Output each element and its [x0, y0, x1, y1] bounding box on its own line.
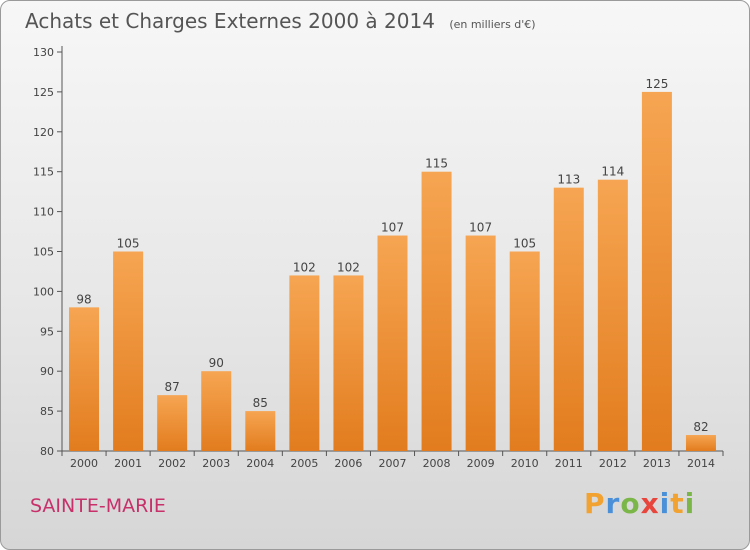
- data-label-2004: 85: [253, 396, 268, 410]
- data-label-2003: 90: [209, 356, 224, 370]
- data-label-2002: 87: [165, 380, 180, 394]
- x-tick-label-2008: 2008: [423, 457, 451, 470]
- bar-2002: [157, 395, 188, 451]
- bar-2011: [553, 187, 584, 451]
- logo-letter: x: [640, 487, 660, 520]
- logo-letter: i: [659, 487, 671, 520]
- bar-2006: [333, 275, 364, 451]
- x-tick-label-2010: 2010: [511, 457, 539, 470]
- data-label-2005: 102: [293, 260, 316, 274]
- data-labels: 98 105 87 90 85 102 102 107 115 107 105 113 114 125 82: [76, 77, 708, 434]
- logo-letter: P: [584, 487, 606, 520]
- x-tick-label-2002: 2002: [158, 457, 186, 470]
- y-axis: 80 85 90 95 100 105 110 115 120 125 130: [33, 46, 63, 458]
- bar-2014: [685, 435, 716, 451]
- x-tick-label-2009: 2009: [467, 457, 495, 470]
- bar-2007: [377, 235, 408, 451]
- y-tick-label: 90: [40, 365, 54, 378]
- y-tick-label: 80: [40, 445, 54, 458]
- logo-letter: i: [684, 487, 696, 520]
- data-label-2011: 113: [557, 173, 580, 187]
- x-tick-label-2013: 2013: [643, 457, 671, 470]
- bar-2012: [597, 179, 628, 451]
- data-label-2008: 115: [425, 157, 448, 171]
- y-tick-label: 115: [33, 166, 54, 179]
- data-label-2006: 102: [337, 260, 360, 274]
- data-label-2001: 105: [117, 237, 140, 251]
- bar-2001: [113, 251, 144, 451]
- bar-2004: [245, 411, 276, 451]
- chart-title-text: Achats et Charges Externes 2000 à 2014: [25, 9, 435, 33]
- x-tick-label-2003: 2003: [202, 457, 230, 470]
- y-tick-label: 100: [33, 285, 54, 298]
- y-tick-label: 120: [33, 126, 54, 139]
- bar-2008: [421, 171, 452, 451]
- y-tick-label: 110: [33, 206, 54, 219]
- y-tick-label: 95: [40, 325, 54, 338]
- x-tick-label-2011: 2011: [555, 457, 583, 470]
- x-tick-label-2012: 2012: [599, 457, 627, 470]
- logo-letter: r: [605, 487, 621, 520]
- x-tick-label-2000: 2000: [70, 457, 98, 470]
- bar-2003: [201, 371, 232, 451]
- data-label-2012: 114: [601, 165, 624, 179]
- data-label-2009: 107: [469, 221, 492, 235]
- x-tick-label-2001: 2001: [114, 457, 142, 470]
- x-tick-label-2014: 2014: [687, 457, 715, 470]
- x-tick-label-2005: 2005: [290, 457, 318, 470]
- data-label-2010: 105: [513, 237, 536, 251]
- x-axis: 2000 2001 2002 2003 2004 2005 2006 2007 2008 2009…: [61, 450, 724, 470]
- bars: [69, 91, 716, 452]
- data-label-2007: 107: [381, 221, 404, 235]
- proxiti-logo[interactable]: Proxiti: [584, 487, 695, 520]
- data-label-2013: 125: [645, 77, 668, 91]
- bar-2005: [289, 275, 320, 451]
- bar-2010: [509, 251, 540, 451]
- y-tick-label: 85: [40, 405, 54, 418]
- y-tick-label: 130: [33, 46, 54, 59]
- data-label-2000: 98: [76, 292, 91, 306]
- bar-2009: [465, 235, 496, 451]
- chart-title: Achats et Charges Externes 2000 à 2014 (…: [25, 9, 536, 33]
- logo-letter: o: [620, 487, 641, 520]
- data-label-2014: 82: [693, 420, 708, 434]
- place-name: SAINTE-MARIE: [30, 495, 166, 517]
- chart-unit: (en milliers d'€): [449, 18, 536, 31]
- x-tick-label-2007: 2007: [379, 457, 407, 470]
- bar-2000: [69, 307, 100, 451]
- y-tick-label: 125: [33, 86, 54, 99]
- x-tick-label-2004: 2004: [246, 457, 274, 470]
- logo-letter: t: [670, 487, 685, 520]
- bar-2013: [641, 91, 672, 452]
- x-tick-label-2006: 2006: [334, 457, 362, 470]
- y-tick-label: 105: [33, 246, 54, 259]
